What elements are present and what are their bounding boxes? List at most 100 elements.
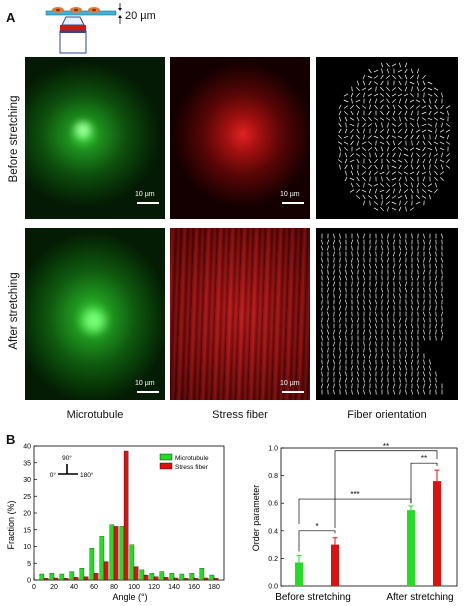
orientation-segment bbox=[405, 353, 407, 359]
orientation-segment bbox=[387, 335, 389, 341]
orientation-segment bbox=[379, 99, 385, 103]
orientation-segment bbox=[363, 353, 365, 359]
orientation-segment bbox=[339, 269, 341, 275]
orientation-segment bbox=[441, 92, 443, 98]
orientation-segment bbox=[339, 335, 341, 341]
orientation-segment bbox=[439, 111, 445, 115]
orientation-segment bbox=[345, 257, 347, 263]
scale-label: 10 µm bbox=[135, 191, 155, 198]
orientation-segment bbox=[441, 275, 443, 281]
bar-microtubule bbox=[99, 536, 105, 581]
orientation-segment bbox=[422, 86, 426, 92]
x-tick-label: 180 bbox=[208, 584, 220, 591]
orientation-segment bbox=[363, 389, 365, 395]
bar-microtubule bbox=[169, 573, 175, 581]
orientation-segment bbox=[393, 188, 395, 194]
orientation-segment bbox=[357, 239, 359, 245]
orientation-segment bbox=[411, 140, 413, 146]
orientation-segment bbox=[374, 194, 378, 200]
orientation-segment bbox=[351, 263, 353, 269]
orientation-segment bbox=[403, 183, 409, 187]
orientation-segment bbox=[411, 86, 413, 92]
orientation-segment bbox=[410, 123, 414, 127]
orientation-segment bbox=[439, 135, 445, 139]
orientation-segment bbox=[345, 323, 347, 329]
orientation-segment bbox=[344, 158, 348, 164]
orientation-segment bbox=[405, 377, 407, 383]
orientation-segment bbox=[447, 110, 449, 116]
orientation-segment bbox=[381, 257, 383, 263]
orientation-segment bbox=[357, 353, 359, 359]
orientation-segment bbox=[379, 117, 385, 121]
orientation-segment bbox=[423, 263, 425, 269]
orientation-segment bbox=[434, 164, 438, 170]
orientation-segment bbox=[393, 275, 395, 281]
orientation-segment bbox=[333, 365, 335, 371]
orientation-segment bbox=[391, 135, 397, 139]
x-tick-label: 0 bbox=[32, 584, 36, 591]
orientation-segment bbox=[369, 287, 371, 293]
orientation-segment bbox=[361, 87, 367, 91]
orientation-segment bbox=[357, 365, 359, 371]
orientation-segment bbox=[386, 87, 390, 91]
orientation-segment bbox=[427, 117, 433, 121]
orientation-segment bbox=[391, 63, 397, 67]
bar-stress-fiber bbox=[163, 577, 169, 581]
orientation-segment bbox=[409, 171, 415, 175]
orientation-segment bbox=[375, 251, 377, 257]
significance-bracket bbox=[298, 530, 336, 552]
orientation-segment bbox=[373, 117, 379, 121]
y-tick-label: 40 bbox=[23, 444, 31, 451]
orientation-segment bbox=[356, 80, 360, 86]
orientation-segment bbox=[333, 263, 335, 269]
orientation-segment bbox=[387, 287, 389, 293]
angle-reference-icon: 90° 0° 180° bbox=[50, 454, 94, 479]
orientation-segment bbox=[381, 176, 383, 182]
orientation-segment bbox=[391, 171, 397, 175]
orientation-segment bbox=[386, 305, 390, 311]
orientation-segment bbox=[415, 105, 421, 109]
bar-stress-fiber bbox=[173, 577, 179, 581]
orientation-segment bbox=[391, 201, 397, 205]
orientation-segment bbox=[405, 341, 407, 347]
orientation-segment bbox=[369, 251, 371, 257]
orientation-segment bbox=[398, 80, 402, 86]
orientation-segment bbox=[398, 74, 402, 80]
orientation-segment bbox=[367, 75, 373, 79]
orientation-segment bbox=[355, 99, 361, 103]
orientation-segment bbox=[405, 263, 407, 269]
column-label-stress-fiber: Stress fiber bbox=[212, 409, 268, 421]
orientation-segment bbox=[399, 269, 401, 275]
orientation-segment bbox=[369, 341, 371, 347]
inset-label-right: 180° bbox=[80, 471, 94, 479]
significance-marker: ** bbox=[383, 442, 389, 451]
orientation-segment bbox=[367, 123, 373, 127]
orientation-segment bbox=[429, 305, 431, 311]
orientation-segment bbox=[355, 195, 361, 199]
orientation-segment bbox=[344, 116, 348, 122]
orientation-segment bbox=[422, 74, 426, 80]
orientation-segment bbox=[368, 170, 372, 176]
bar-stress-fiber bbox=[203, 577, 209, 581]
orientation-segment bbox=[343, 99, 349, 103]
orientation-segment bbox=[369, 377, 371, 383]
orientation-segment bbox=[333, 335, 335, 341]
orientation-segment bbox=[350, 140, 354, 146]
x-tick-label: 80 bbox=[110, 584, 118, 591]
orientation-segment bbox=[367, 141, 373, 145]
orientation-segment bbox=[381, 194, 383, 200]
x-tick-label: 100 bbox=[128, 584, 140, 591]
orientation-segment bbox=[381, 353, 383, 359]
orientation-segment bbox=[326, 383, 330, 389]
orientation-segment bbox=[392, 299, 396, 305]
orientation-segment bbox=[380, 80, 384, 86]
orientation-segment bbox=[411, 293, 413, 299]
orientation-segment bbox=[386, 158, 390, 164]
orientation-segment bbox=[417, 353, 419, 359]
orientation-segment bbox=[357, 263, 359, 269]
orientation-segment bbox=[369, 200, 371, 206]
orientation-segment bbox=[398, 105, 402, 109]
orientation-segment bbox=[385, 117, 391, 121]
orientation-segment bbox=[409, 81, 415, 85]
orientation-segment bbox=[363, 377, 365, 383]
